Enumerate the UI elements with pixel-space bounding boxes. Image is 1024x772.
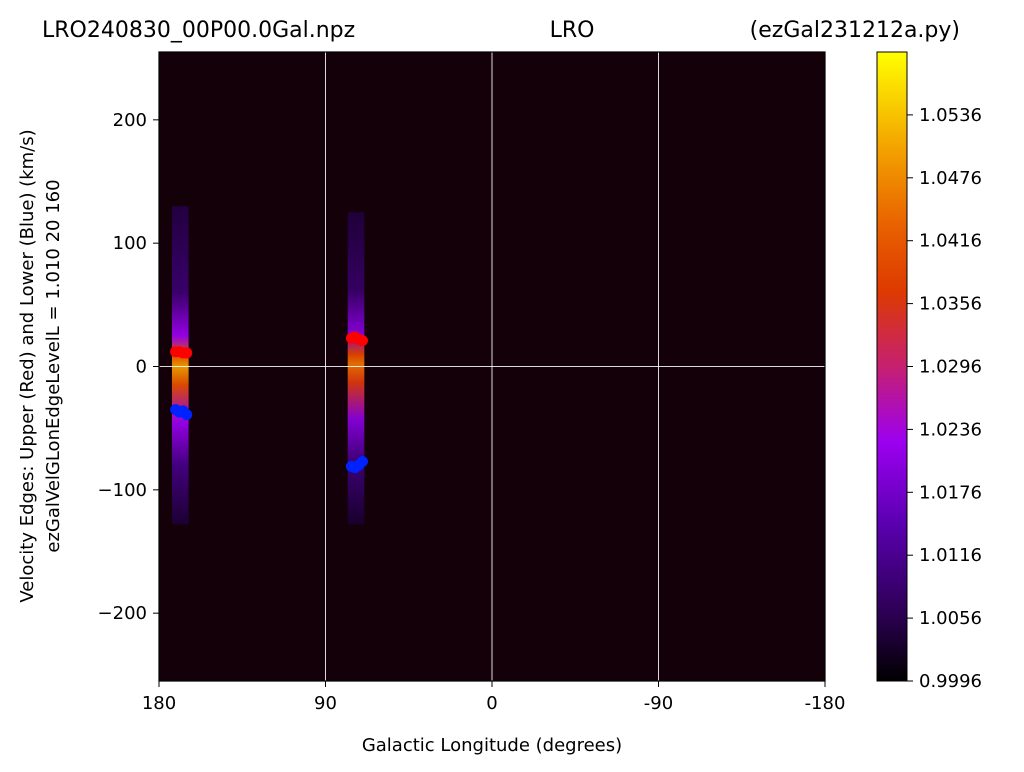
y-tick-label: 0 xyxy=(136,357,147,378)
colorbar-tick-label: 1.0056 xyxy=(919,608,982,629)
x-tick-label: -90 xyxy=(644,693,673,714)
colorbar xyxy=(876,51,908,682)
chart-title-right: (ezGal231212a.py) xyxy=(750,18,960,43)
colorbar-tick-label: 1.0116 xyxy=(919,545,982,566)
data-point xyxy=(357,455,368,467)
emission-band xyxy=(347,212,365,525)
y-tick-label: −100 xyxy=(98,480,147,501)
chart-title-center: LRO xyxy=(550,18,595,43)
x-axis: 180 90 0 -90 -180 xyxy=(142,681,846,714)
data-point xyxy=(181,347,193,359)
colorbar-tick-label: 1.0296 xyxy=(919,357,982,378)
emission-bands xyxy=(171,206,365,525)
colorbar-tick-label: 1.0176 xyxy=(919,482,982,503)
y-axis: 200 100 0 −100 −200 xyxy=(98,110,159,624)
y-tick-label: −200 xyxy=(98,603,147,624)
velocity-edge-points xyxy=(170,331,368,474)
x-axis-label: Galactic Longitude (degrees) xyxy=(362,735,622,756)
colorbar-tick-label: 1.0416 xyxy=(919,231,982,252)
y-tick-label: 100 xyxy=(113,233,147,254)
data-point xyxy=(357,335,368,347)
y-axis-label-line1: Velocity Edges: Upper (Red) and Lower (B… xyxy=(17,129,38,602)
colorbar-tick-label: 1.0356 xyxy=(919,294,982,315)
x-tick-label: 180 xyxy=(142,693,176,714)
x-tick-label: 90 xyxy=(314,693,337,714)
colorbar-tick-label: 1.0476 xyxy=(919,168,982,189)
colorbar-tick-label: 1.0236 xyxy=(919,419,982,440)
data-point xyxy=(181,409,193,421)
colorbar-ticks: 1.0536 1.0476 1.0416 1.0356 1.0296 1.0236 1.01… xyxy=(907,105,982,692)
chart-title-left: LRO240830_00P00.0Gal.npz xyxy=(42,18,355,43)
y-axis-label-line2: ezGalVelGLonEdgeLevelL = 1.010 20 160 xyxy=(43,179,64,552)
x-tick-label: 0 xyxy=(486,693,497,714)
x-tick-label: -180 xyxy=(805,693,846,714)
colorbar-tick-label: 1.0536 xyxy=(919,105,982,126)
y-tick-label: 200 xyxy=(113,110,147,131)
emission-band xyxy=(171,206,189,525)
grid-lines xyxy=(159,52,825,681)
colorbar-tick-label: 0.9996 xyxy=(919,671,982,692)
